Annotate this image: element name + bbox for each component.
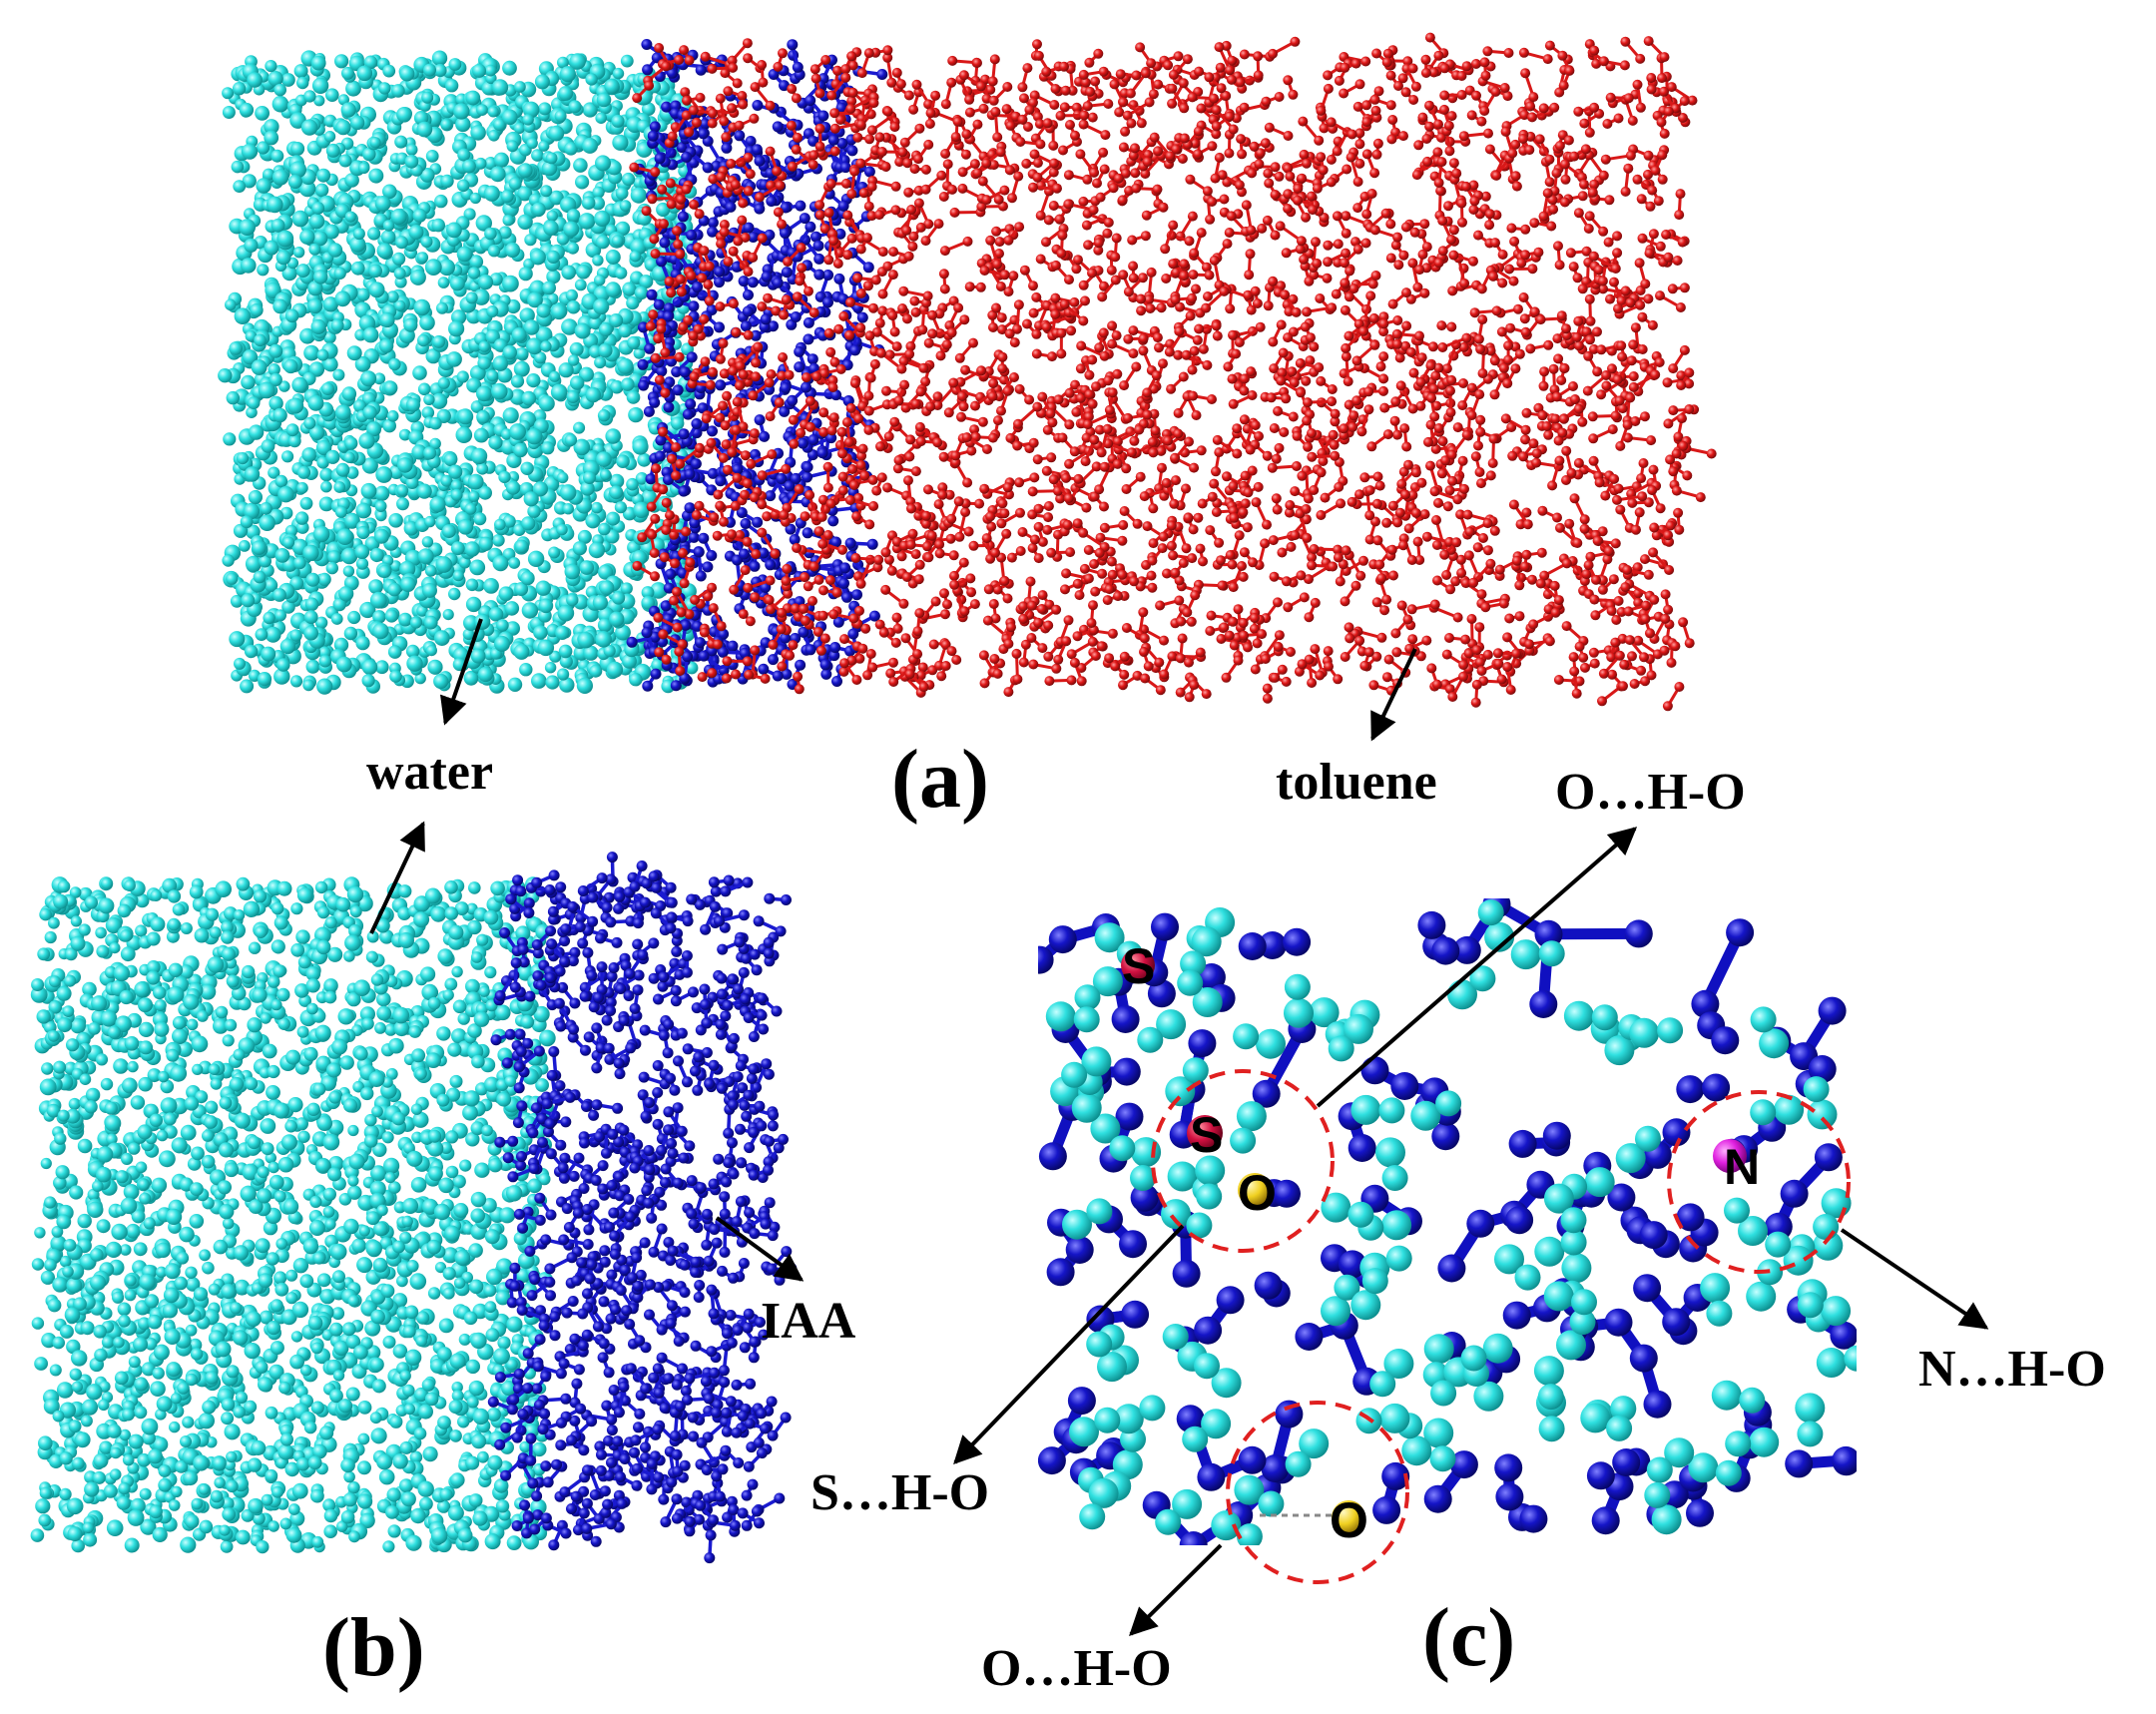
arrow-s-h-o [953,1224,1185,1465]
arrow-o-h-o-top [1316,827,1638,1108]
iaa-layer-b [487,852,798,1564]
water-layer [218,50,701,695]
panel-b-water-iaa-box [30,852,798,1564]
zoomed-atoms [1038,898,1857,1545]
label-water: water [366,744,493,801]
highlight-circles [1151,1069,1851,1584]
label-s-h-o: S…H-O [810,1464,989,1521]
arrow-n-h-o [1840,1228,1989,1330]
water-layer-b [30,876,556,1554]
sulfur-label-mid: S [1190,1107,1223,1163]
sulfur-label-top: S [1122,938,1155,994]
sulfur-atom-top [1121,948,1155,982]
panel-label-c: (c) [1422,1591,1515,1684]
arrow-toluene [1370,648,1417,742]
label-o-h-o-top: O…H-O [1555,764,1746,821]
arrow-water-a [440,618,483,726]
label-iaa: IAA [761,1293,856,1350]
labels: water (a) toluene O…H-O IAA N…H-O S…H-O … [322,733,2106,1697]
highlight-circle-o-bottom [1226,1401,1409,1584]
label-toluene: toluene [1276,754,1437,811]
arrows [369,618,1989,1636]
oxygen-label-bottom: O [1330,1492,1368,1548]
nitrogen-label: N [1724,1139,1760,1195]
sulfur-atom-mid [1187,1115,1223,1151]
highlight-circle-n [1667,1090,1851,1274]
panel-label-a: (a) [891,733,989,826]
highlight-circle-s-o [1151,1069,1335,1253]
panel-a-simulation-box [218,32,1717,712]
arrow-o-h-o-bottom [1129,1543,1223,1636]
oxygen-atom-bottom [1332,1500,1365,1534]
special-atoms: S S O N O [1121,938,1760,1548]
toluene-layer [629,32,1717,712]
label-n-h-o: N…H-O [1918,1341,2106,1398]
oxygen-atom-mid [1238,1173,1272,1207]
oxygen-label-mid: O [1238,1165,1277,1221]
arrow-water-b [369,821,425,934]
nitrogen-atom [1713,1139,1747,1173]
arrow-iaa [715,1216,805,1282]
label-o-h-o-bottom: O…H-O [981,1640,1172,1697]
panel-label-b: (b) [322,1601,425,1694]
